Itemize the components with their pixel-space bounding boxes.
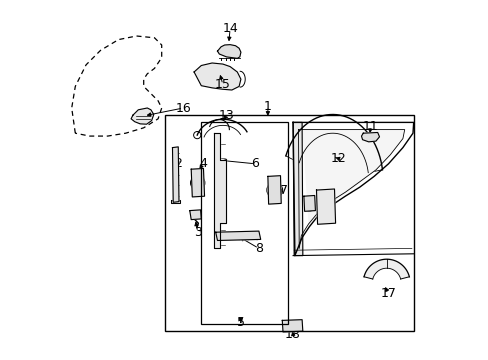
Text: 11: 11 <box>362 120 378 132</box>
Bar <box>165 115 413 331</box>
Text: 14: 14 <box>222 22 238 35</box>
Text: 6: 6 <box>251 157 259 170</box>
Text: 17: 17 <box>380 287 396 300</box>
Text: 8: 8 <box>254 242 263 255</box>
Polygon shape <box>363 259 408 279</box>
Text: 1: 1 <box>264 100 271 113</box>
Text: 16: 16 <box>175 102 191 114</box>
Text: 3: 3 <box>193 226 201 239</box>
Text: 7: 7 <box>280 184 287 197</box>
Polygon shape <box>215 231 260 240</box>
Text: 13: 13 <box>218 109 234 122</box>
Polygon shape <box>303 130 402 225</box>
Bar <box>201 122 287 324</box>
Polygon shape <box>303 195 315 211</box>
Polygon shape <box>267 176 281 204</box>
Polygon shape <box>282 320 302 332</box>
Polygon shape <box>316 189 335 224</box>
Text: 10: 10 <box>319 199 335 212</box>
Polygon shape <box>172 147 179 202</box>
Polygon shape <box>194 63 241 90</box>
Text: 4: 4 <box>199 157 206 170</box>
Polygon shape <box>292 122 302 256</box>
Polygon shape <box>213 133 225 248</box>
Polygon shape <box>361 132 379 142</box>
Text: 2: 2 <box>174 157 182 170</box>
Polygon shape <box>189 210 201 220</box>
Polygon shape <box>171 200 180 203</box>
Polygon shape <box>217 45 241 58</box>
Text: 12: 12 <box>329 152 346 165</box>
Text: 9: 9 <box>305 202 313 215</box>
Text: 15: 15 <box>215 78 230 91</box>
Polygon shape <box>131 108 153 124</box>
Text: 18: 18 <box>285 328 301 341</box>
Polygon shape <box>191 168 204 197</box>
Text: 5: 5 <box>236 316 244 329</box>
